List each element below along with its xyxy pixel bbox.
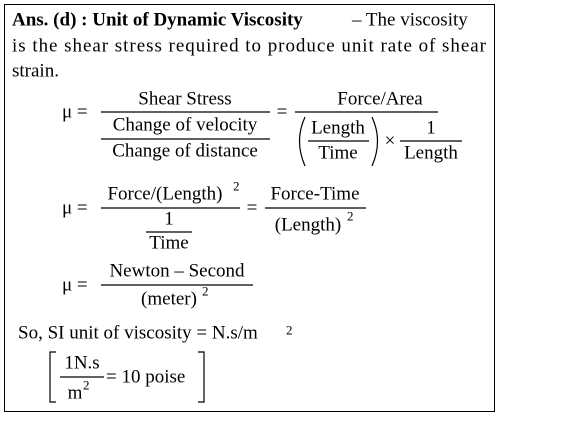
denominator: Time — [318, 143, 357, 164]
times: × — [385, 131, 396, 152]
equals: = — [277, 102, 288, 123]
exponent: 2 — [347, 209, 354, 224]
numerator: Force/Area — [337, 89, 423, 110]
numerator: 1 — [164, 209, 174, 230]
numerator: Change of velocity — [113, 115, 258, 136]
numerator: Force/(Length) — [107, 184, 222, 205]
equals: = — [247, 198, 258, 219]
exponent: 2 — [286, 323, 293, 338]
paren — [371, 116, 379, 167]
numerator: 1N.s — [64, 353, 99, 374]
si-statement: So, SI unit of viscosity = N.s/m — [18, 323, 258, 344]
numerator: Newton – Second — [109, 261, 245, 282]
lhs: μ = — [62, 198, 88, 219]
denominator: Time — [149, 233, 188, 254]
denominator: (meter) — [141, 289, 197, 310]
answer-heading: Ans. (d) : Unit of Dynamic Viscosity — [12, 10, 303, 31]
bracket — [49, 351, 56, 403]
numerator: Length — [311, 118, 365, 139]
numerator: 1 — [426, 118, 436, 139]
paren — [298, 116, 306, 167]
intro-line: – The viscosity — [351, 10, 468, 31]
answer-box — [4, 4, 495, 412]
numerator: Force-Time — [270, 184, 359, 205]
bracket — [198, 351, 205, 403]
exponent: 2 — [233, 179, 240, 194]
denominator: Change of distance — [112, 141, 258, 162]
lhs: μ = — [62, 102, 88, 123]
numerator: Shear Stress — [138, 89, 231, 110]
exponent: 2 — [202, 284, 209, 299]
denominator: m — [68, 383, 83, 404]
lhs: μ = — [62, 275, 88, 296]
denominator: Length — [404, 143, 458, 164]
intro-line: is the shear stress required to produce … — [12, 36, 487, 57]
denominator: (Length) — [275, 215, 341, 236]
poise-value: = 10 poise — [106, 367, 185, 388]
exponent: 2 — [83, 378, 90, 393]
intro-line: strain. — [12, 61, 59, 82]
